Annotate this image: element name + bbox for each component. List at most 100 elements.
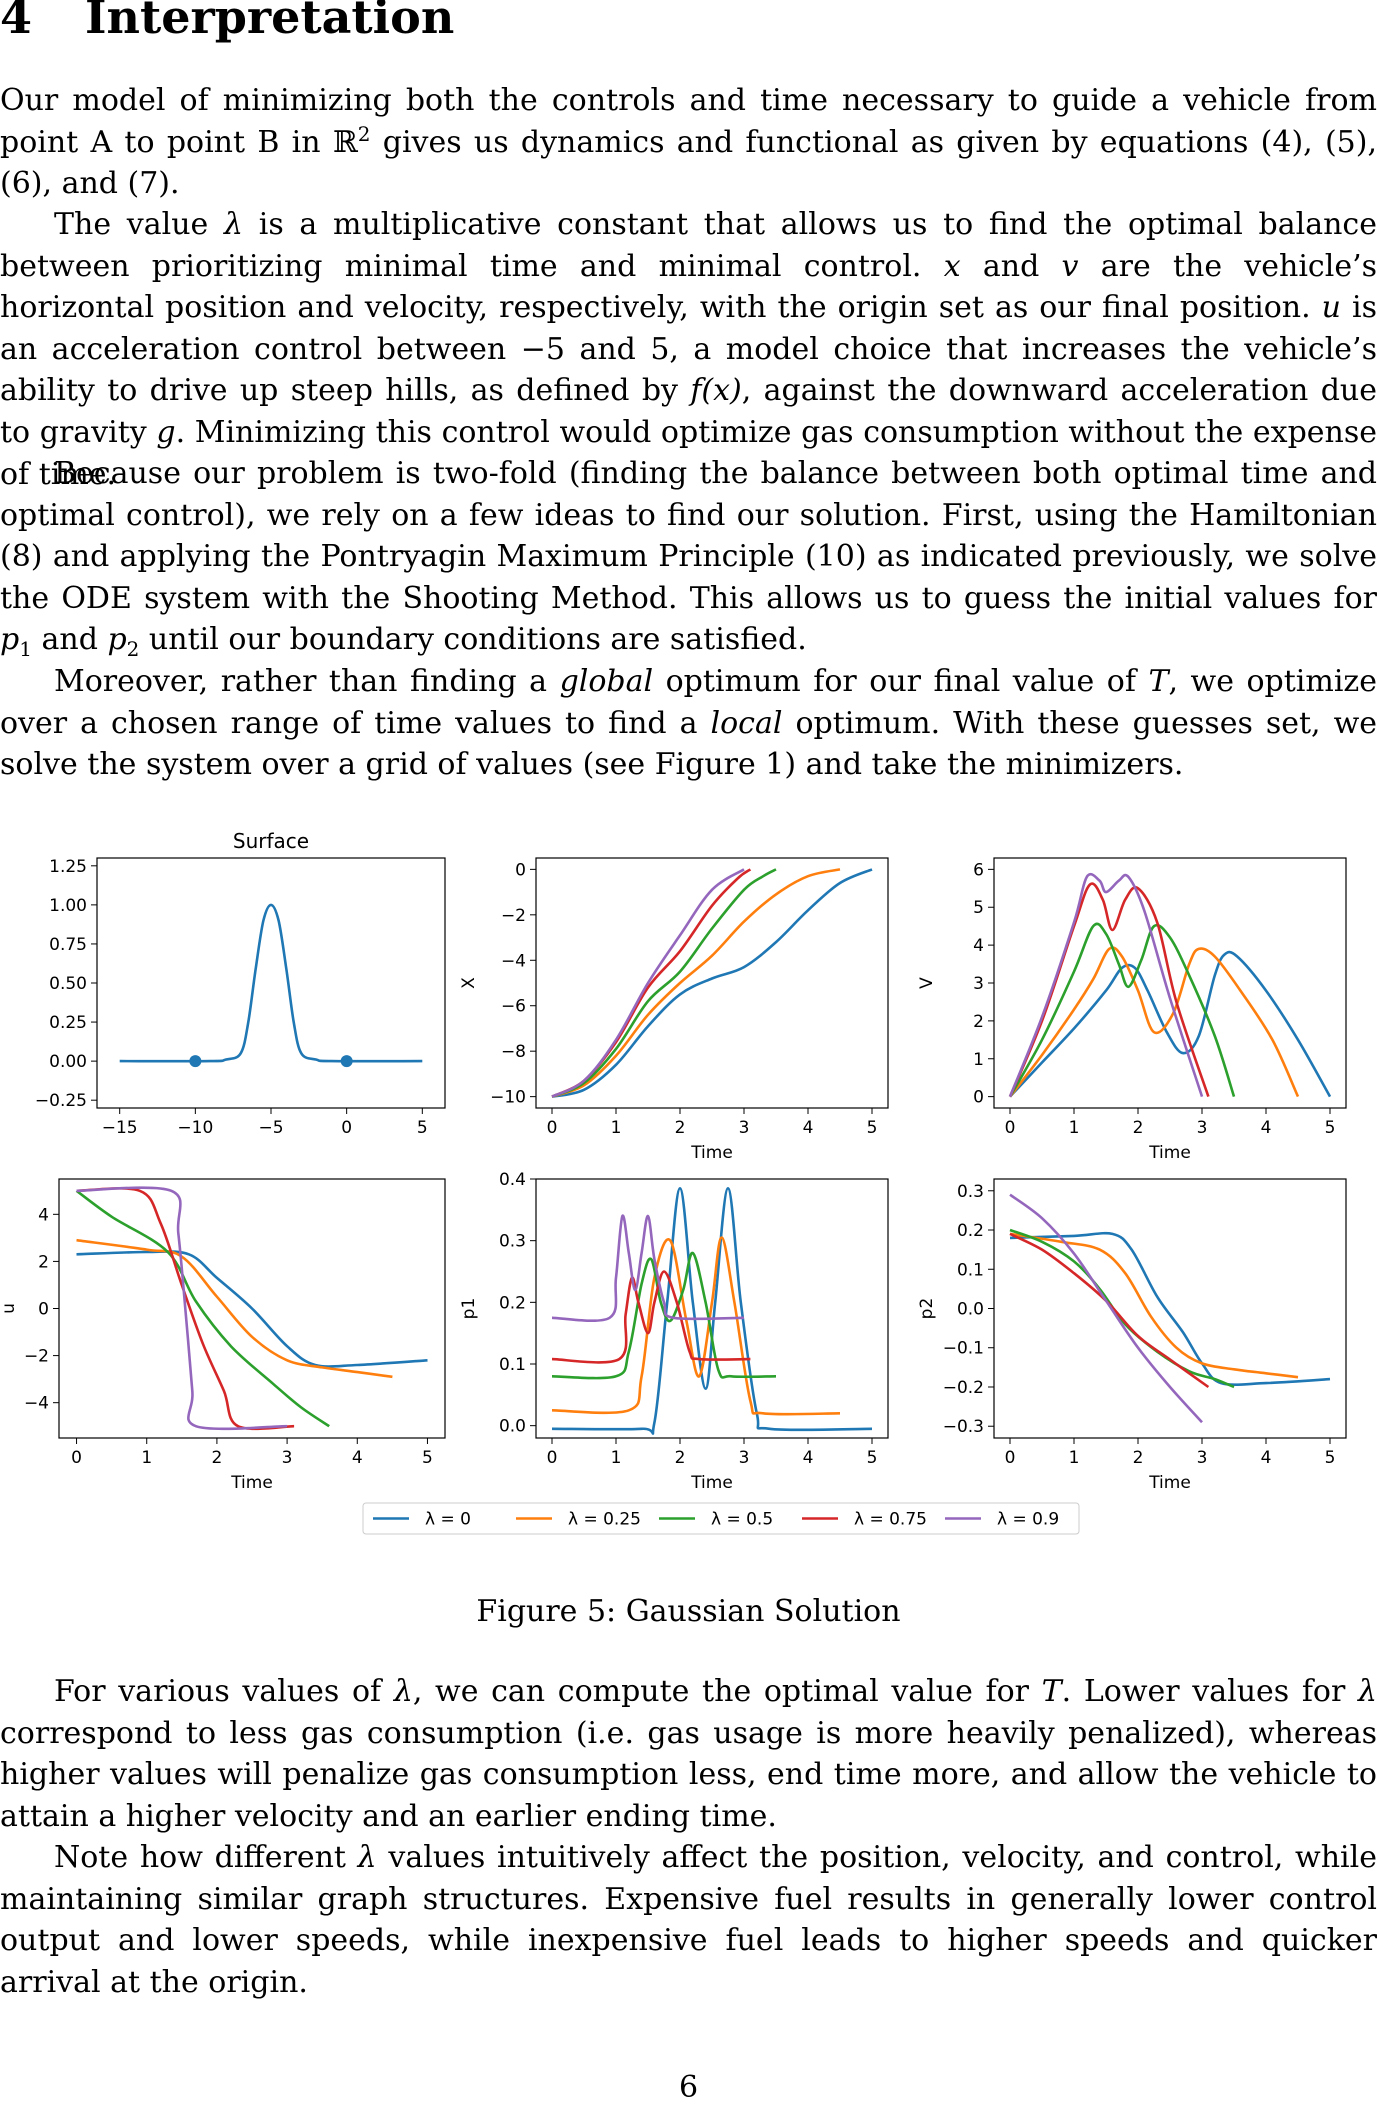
x-tick-label: 1 (141, 1448, 152, 1468)
y-tick-label: 0.2 (957, 1221, 984, 1241)
chart-surface: −15 −10 −5 0 5 −0.25 0.00 0.25 0.50 0.75 1.00 1.25 S… (35, 829, 446, 1138)
y-tick-label: 0.4 (499, 1170, 526, 1190)
series-line-4 (1009, 1193, 1203, 1424)
math-symbol: λ (393, 1674, 413, 1709)
y-tick-label: −6 (501, 997, 526, 1017)
y-tick-label: −4 (501, 951, 526, 971)
superscript: 2 (357, 121, 371, 146)
math-symbol: T (1148, 664, 1169, 699)
x-tick-label: 0 (71, 1448, 82, 1468)
chart-title: Surface (233, 829, 309, 853)
x-axis-label: Time (690, 1143, 733, 1163)
figure-gaussian-solution: −15 −10 −5 0 5−0.250.000.250.500.751.001.25S… (0, 829, 1347, 1535)
paragraph-6: Note how different λ values intuitively … (0, 1837, 1377, 2003)
x-tick-label: 5 (417, 1118, 428, 1138)
text-run: and (31, 622, 108, 658)
series-line-4 (1008, 872, 1204, 1098)
math-symbol: v (1061, 248, 1079, 284)
math-symbol: λ (357, 1840, 377, 1875)
legend-frame (362, 1502, 1080, 1535)
legend-label: λ = 0.9 (997, 1510, 1059, 1530)
y-tick-label: 1.25 (49, 857, 87, 877)
y-tick-label: 0.1 (957, 1260, 984, 1280)
x-tick-label: 4 (1261, 1448, 1272, 1468)
chart-p2: 0 1 2 3 4 5 −0.3 −0.2 −0.1 0.0 0.1 0.2 0.3 Time p2 (917, 1178, 1347, 1493)
text-run: optimum for our final value of (653, 664, 1149, 699)
x-tick-label: 5 (867, 1448, 878, 1468)
math-symbol: ℝ (332, 124, 358, 160)
y-tick-label: 0.0 (957, 1300, 984, 1320)
chart-x: 0 1 2 3 4 5 −10 −8 −6 −4 −2 0 Time X (459, 857, 889, 1163)
axes-frame (535, 1178, 889, 1439)
y-tick-label: 0 (973, 1088, 984, 1108)
text-run: Note how different (54, 1840, 358, 1875)
series-line-1 (1009, 1232, 1299, 1379)
y-tick-label: 1 (973, 1050, 984, 1070)
math-symbol: g (156, 414, 176, 450)
y-tick-label: 4 (973, 936, 984, 956)
y-tick-label: 0.1 (499, 1355, 526, 1375)
text-run: correspond to less gas consumption (i.e.… (0, 1715, 1377, 1834)
axes-frame (535, 857, 889, 1109)
x-tick-label: 4 (352, 1448, 363, 1468)
x-tick-label: −10 (177, 1118, 213, 1138)
y-tick-label: −2 (24, 1347, 49, 1367)
series-line-1 (551, 1236, 841, 1416)
page-number: 6 (678, 2070, 699, 2105)
y-tick-label: −0.2 (943, 1378, 984, 1398)
y-tick-label: 0.00 (49, 1052, 87, 1072)
text-run: , against the downward acceleration due … (0, 373, 1377, 450)
section-number: 4 (0, 0, 33, 44)
math-symbol: p (0, 622, 20, 658)
math-symbol: p (107, 622, 127, 658)
text-run: values intuitively affect the position, … (0, 1840, 1377, 2000)
x-tick-label: 0 (547, 1448, 558, 1468)
x-tick-label: 0 (1005, 1448, 1016, 1468)
legend-label: λ = 0.25 (568, 1510, 641, 1530)
paragraph-4: Moreover, rather than finding a global o… (0, 661, 1377, 786)
text-run: gives us dynamics and functional as give… (0, 124, 1377, 202)
x-tick-label: 5 (1325, 1118, 1336, 1138)
x-axis-label: Time (1148, 1473, 1191, 1493)
emphasis: global (559, 664, 654, 699)
x-tick-label: −15 (102, 1118, 138, 1138)
x-tick-label: 4 (803, 1448, 814, 1468)
math-symbol: u (1321, 290, 1341, 326)
text-run: and (960, 248, 1062, 284)
series-line-0 (551, 1187, 873, 1435)
x-tick-label: 0 (1005, 1118, 1016, 1138)
text-run: Because our problem is two-fold (finding… (0, 456, 1377, 616)
y-tick-label: 1.00 (49, 896, 87, 916)
x-tick-label: 2 (211, 1448, 222, 1468)
series-line-4 (551, 868, 745, 1098)
paragraph-5: For various values of λ, we can compute … (0, 1671, 1377, 1837)
data-point-marker (340, 1055, 353, 1068)
x-tick-label: 2 (1133, 1118, 1144, 1138)
subscript: 2 (126, 637, 140, 662)
math-symbol: T (1041, 1674, 1062, 1709)
paragraph-2: The value λ is a multiplicative constant… (0, 204, 1377, 495)
text-run: For various values of (54, 1674, 394, 1709)
y-tick-label: 6 (973, 860, 984, 880)
y-tick-label: 0.25 (49, 1013, 87, 1033)
x-tick-label: −5 (258, 1118, 283, 1138)
y-tick-label: −0.1 (943, 1339, 984, 1359)
y-tick-label: 0.3 (957, 1182, 984, 1202)
y-tick-label: 5 (973, 898, 984, 918)
axes-frame (96, 857, 446, 1109)
y-tick-label: 0.75 (49, 935, 87, 955)
y-tick-label: −2 (501, 906, 526, 926)
series-line-1 (76, 1238, 393, 1379)
y-tick-label: 2 (973, 1012, 984, 1032)
x-tick-label: 5 (867, 1118, 878, 1138)
x-tick-label: 1 (1069, 1118, 1080, 1138)
emphasis: local (710, 705, 783, 741)
chart-p1: 0 1 2 3 4 5 0.0 0.1 0.2 0.3 0.4 Time p1 (459, 1170, 889, 1493)
x-axis-label: Time (1148, 1143, 1191, 1163)
series-line-2 (75, 1189, 330, 1428)
text-run: . Lower values for (1061, 1674, 1358, 1709)
x-tick-label: 3 (282, 1448, 293, 1468)
text-run: optimum. With these guesses set, we solv… (0, 705, 1377, 783)
x-tick-label: 0 (341, 1118, 352, 1138)
